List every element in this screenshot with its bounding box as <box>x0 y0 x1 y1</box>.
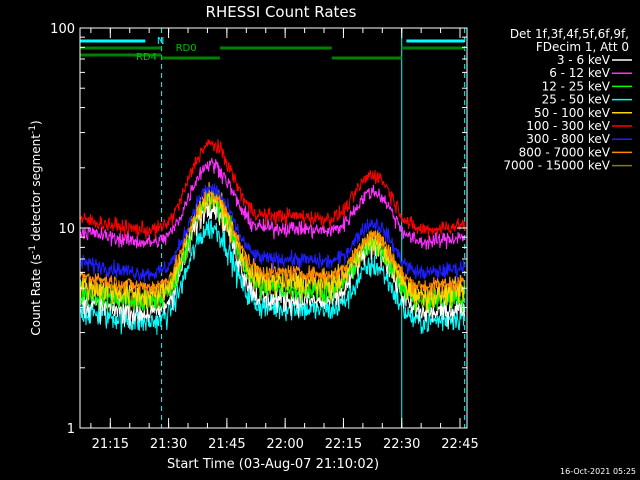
x-tick-label: 22:00 <box>266 437 303 452</box>
legend-header-1: Det 1f,3f,4f,5f,6f,9f, <box>510 27 629 41</box>
legend: Det 1f,3f,4f,5f,6f,9f, FDecim 1, Att 0 3… <box>503 27 632 173</box>
legend-label-1: 6 - 12 keV <box>549 66 611 80</box>
rd4-label: RD4 <box>136 52 157 63</box>
x-tick-label: 22:45 <box>441 437 478 452</box>
legend-label-7: 800 - 7000 keV <box>519 145 611 159</box>
legend-label-2: 12 - 25 keV <box>542 79 611 93</box>
x-tick-label: 21:30 <box>150 437 187 452</box>
footer-date: 16-Oct-2021 05:25 <box>560 467 636 476</box>
legend-label-6: 300 - 800 keV <box>526 132 610 146</box>
y-axis-label-main: Count Rate (s <box>29 254 43 336</box>
y-tick-label: 10 <box>58 222 75 237</box>
y-axis: 1 10 100 <box>50 22 467 437</box>
series-line-1 <box>79 157 466 251</box>
y-axis-label-end: ) <box>29 120 43 125</box>
series-line-6 <box>79 183 466 283</box>
x-axis: 21:15 21:30 21:45 22:00 22:15 22:30 22:45 <box>90 28 479 452</box>
series-line-3 <box>79 218 466 335</box>
y-tick-label: 100 <box>50 22 75 37</box>
chart-title: RHESSI Count Rates <box>206 3 357 21</box>
rd0-label: RD0 <box>176 43 197 54</box>
y-tick-label: 1 <box>67 422 75 437</box>
legend-label-0: 3 - 6 keV <box>557 53 611 67</box>
series-line-4 <box>79 182 466 312</box>
x-tick-label: 22:15 <box>325 437 362 452</box>
legend-label-8: 7000 - 15000 keV <box>503 159 610 173</box>
x-tick-label: 21:15 <box>92 437 129 452</box>
night-label: N <box>157 36 164 47</box>
series-line-7 <box>79 189 466 295</box>
legend-label-4: 50 - 100 keV <box>534 106 611 120</box>
x-tick-label: 21:45 <box>208 437 245 452</box>
plot-area: N RD0 RD4 <box>79 28 466 428</box>
legend-label-3: 25 - 50 keV <box>542 93 611 107</box>
legend-label-5: 100 - 300 keV <box>526 119 610 133</box>
x-axis-label: Start Time (03-Aug-07 21:10:02) <box>167 457 379 472</box>
y-axis-label-mid: detector segment <box>29 134 43 245</box>
y-axis-label-sup1: -1 <box>28 245 38 254</box>
x-tick-label: 22:30 <box>383 437 420 452</box>
y-axis-label: Count Rate (s-1 detector segment-1) <box>28 120 43 335</box>
series-line-5 <box>79 139 466 240</box>
y-axis-label-sup2: -1 <box>28 125 38 134</box>
legend-header-2: FDecim 1, Att 0 <box>536 40 629 54</box>
